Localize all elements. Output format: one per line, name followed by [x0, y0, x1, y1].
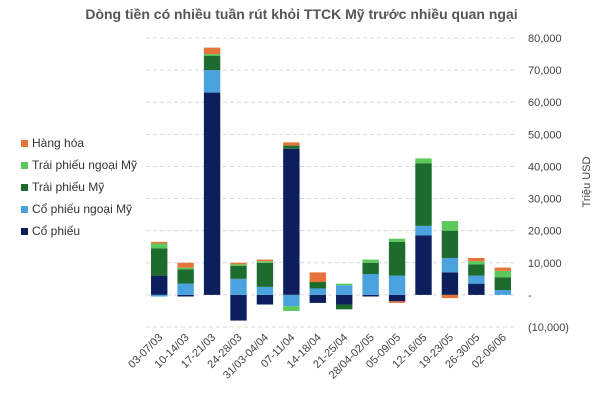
legend-label: Trái phiếu Mỹ	[32, 180, 104, 194]
bar-segment	[256, 261, 274, 263]
y-tick-label: 80,000	[528, 33, 562, 45]
bar-segment	[309, 288, 326, 295]
legend-label: Trái phiếu ngoại Mỹ	[32, 158, 137, 172]
bar-segment	[203, 92, 221, 295]
bar-segment	[151, 241, 168, 244]
bar-segment	[336, 283, 353, 286]
y-tick-label: 20,000	[528, 226, 562, 238]
bar-segment	[283, 142, 300, 146]
legend-label: Cổ phiếu ngoại Mỹ	[32, 202, 132, 216]
bar-segment	[203, 55, 221, 71]
bar-segment	[151, 243, 168, 249]
bar-segment	[256, 294, 274, 305]
bar-segment	[256, 286, 274, 295]
bar-segment	[177, 294, 194, 297]
bar-segment	[256, 262, 274, 287]
legend-label: Cổ phiếu	[32, 224, 80, 238]
bar-segment	[336, 285, 353, 295]
bar-segment	[309, 294, 326, 303]
bar-segment	[283, 294, 300, 307]
bar-segment	[494, 270, 511, 278]
bar-segment	[203, 47, 221, 55]
chart-title: Dòng tiền có nhiều tuần rút khỏi TTCK Mỹ…	[85, 6, 518, 22]
y-tick-label: -	[528, 290, 532, 302]
bar-segment	[468, 275, 485, 284]
bar-segment	[388, 238, 406, 242]
bar-segment	[415, 225, 432, 236]
bar-segment	[230, 265, 247, 279]
bar-segment	[415, 163, 432, 226]
bar-segment	[203, 70, 221, 93]
bar-segment	[362, 262, 379, 275]
legend-swatch	[21, 184, 28, 191]
y-tick-label: 60,000	[528, 97, 562, 109]
bar-segment	[388, 301, 406, 303]
bar-segment	[283, 148, 300, 295]
legend-swatch	[21, 228, 28, 235]
bar-segment	[494, 290, 511, 295]
legend-swatch	[21, 140, 28, 147]
bar-segment	[388, 275, 406, 295]
bar-segment	[441, 257, 459, 273]
bar-segment	[362, 259, 379, 263]
bar-segment	[494, 277, 511, 291]
bar-segment	[177, 267, 194, 270]
bar-segment	[441, 272, 459, 295]
bar-segment	[468, 264, 485, 276]
bar-segment	[230, 278, 247, 295]
y-tick-label: (10,000)	[528, 322, 569, 334]
bar-segment	[336, 304, 353, 310]
legend-swatch	[21, 162, 28, 169]
bar-segment	[309, 282, 326, 289]
y-tick-label: 10,000	[528, 258, 562, 270]
bar-segment	[362, 274, 379, 295]
bar-segment	[177, 283, 194, 295]
bar-segment	[151, 294, 168, 297]
bar-segment	[151, 248, 168, 276]
bar-segment	[441, 294, 459, 299]
bar-segment	[283, 145, 300, 149]
bar-segment	[362, 294, 379, 297]
bar-segment	[336, 294, 353, 305]
y-axis-label: Triệu USD	[581, 156, 593, 207]
bar-segment	[203, 54, 221, 56]
bar-segment	[468, 283, 485, 295]
bar-segment	[415, 158, 432, 164]
bar-segment	[415, 235, 432, 295]
y-tick-label: 30,000	[528, 194, 562, 206]
bar-segment	[256, 259, 274, 262]
bar-segment	[283, 306, 300, 311]
bar-segment	[151, 275, 168, 295]
bar-segment	[177, 262, 194, 268]
bar-segment	[468, 257, 485, 262]
legend-swatch	[21, 206, 28, 213]
bar-segment	[309, 272, 326, 283]
bar-segment	[441, 230, 459, 258]
bar-segment	[388, 241, 406, 276]
y-tick-label: 50,000	[528, 129, 562, 141]
legend-label: Hàng hóa	[32, 136, 84, 150]
bar-segment	[177, 269, 194, 284]
y-tick-label: 40,000	[528, 161, 562, 173]
bar-segment	[230, 294, 247, 321]
y-tick-label: 70,000	[528, 65, 562, 77]
bar-segment	[230, 262, 247, 265]
bar-segment	[441, 221, 459, 231]
bar-segment	[388, 294, 406, 302]
bar-segment	[468, 261, 485, 265]
bar-segment	[494, 267, 511, 271]
bar-segment	[230, 264, 247, 266]
